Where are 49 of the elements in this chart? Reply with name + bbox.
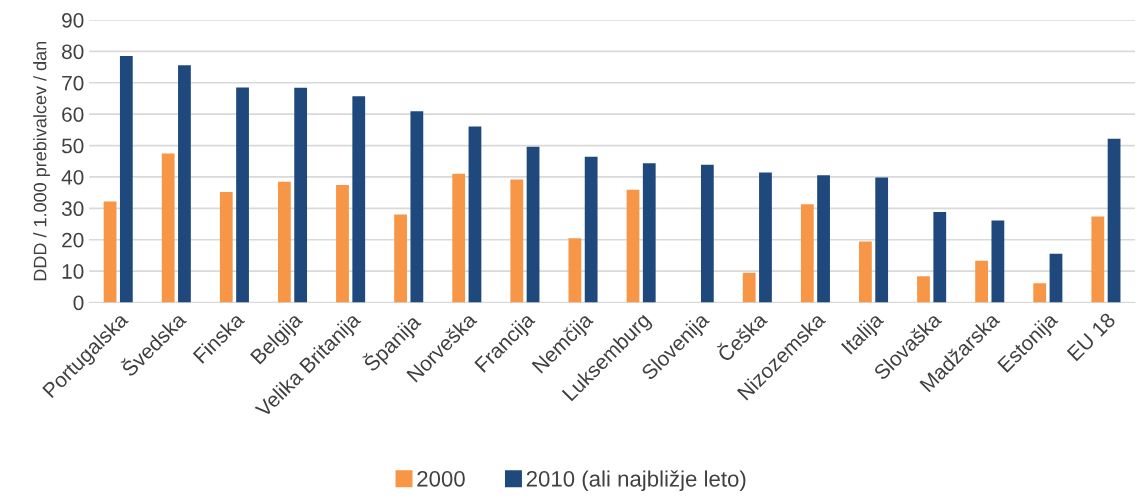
y-axis-title: DDD / 1.000 prebivalcev / dan [33, 41, 51, 281]
y-tick-label: 70 [62, 75, 84, 91]
bar [526, 146, 540, 303]
bar [352, 96, 366, 303]
y-tick-label: 50 [61, 138, 84, 154]
bar [759, 172, 772, 303]
y-tick-label: 0 [73, 295, 84, 311]
y-tick-label: 40 [61, 169, 84, 185]
bar [917, 276, 930, 303]
bar [468, 126, 482, 303]
bar [452, 173, 466, 303]
bar [1033, 283, 1047, 303]
bar [800, 204, 814, 303]
bar [626, 189, 640, 303]
bar [1091, 216, 1105, 303]
bar [103, 201, 117, 303]
y-tick-label: 80 [62, 44, 84, 60]
bar [700, 164, 714, 303]
bar [1049, 253, 1063, 303]
bar [219, 192, 233, 303]
legend-label: 2000 [417, 470, 465, 487]
bar [859, 241, 872, 303]
x-tick-label: EU 18 [1066, 311, 1117, 362]
legend-label: 2010 (ali najbližje leto) [526, 470, 746, 492]
bar [119, 56, 133, 303]
bar [991, 220, 1005, 303]
bar [568, 238, 582, 303]
bar [584, 156, 598, 303]
bar [817, 175, 830, 303]
bar [410, 111, 424, 303]
y-tick-label: 30 [61, 201, 84, 217]
bar [510, 179, 524, 303]
bar [975, 260, 988, 303]
bar [161, 153, 175, 303]
bar [742, 272, 756, 303]
bar [1107, 138, 1121, 303]
bar [875, 177, 889, 303]
bar [236, 87, 249, 303]
y-tick-label: 20 [62, 232, 84, 248]
bar [277, 181, 291, 303]
y-tick-label: 90 [62, 13, 84, 28]
bar [336, 185, 349, 303]
bar [394, 214, 407, 303]
y-tick-label: 60 [62, 107, 84, 122]
bar [178, 65, 191, 303]
bar [642, 163, 656, 303]
bar [294, 87, 308, 303]
bar [933, 212, 947, 303]
y-tick-label: 10 [62, 264, 84, 279]
